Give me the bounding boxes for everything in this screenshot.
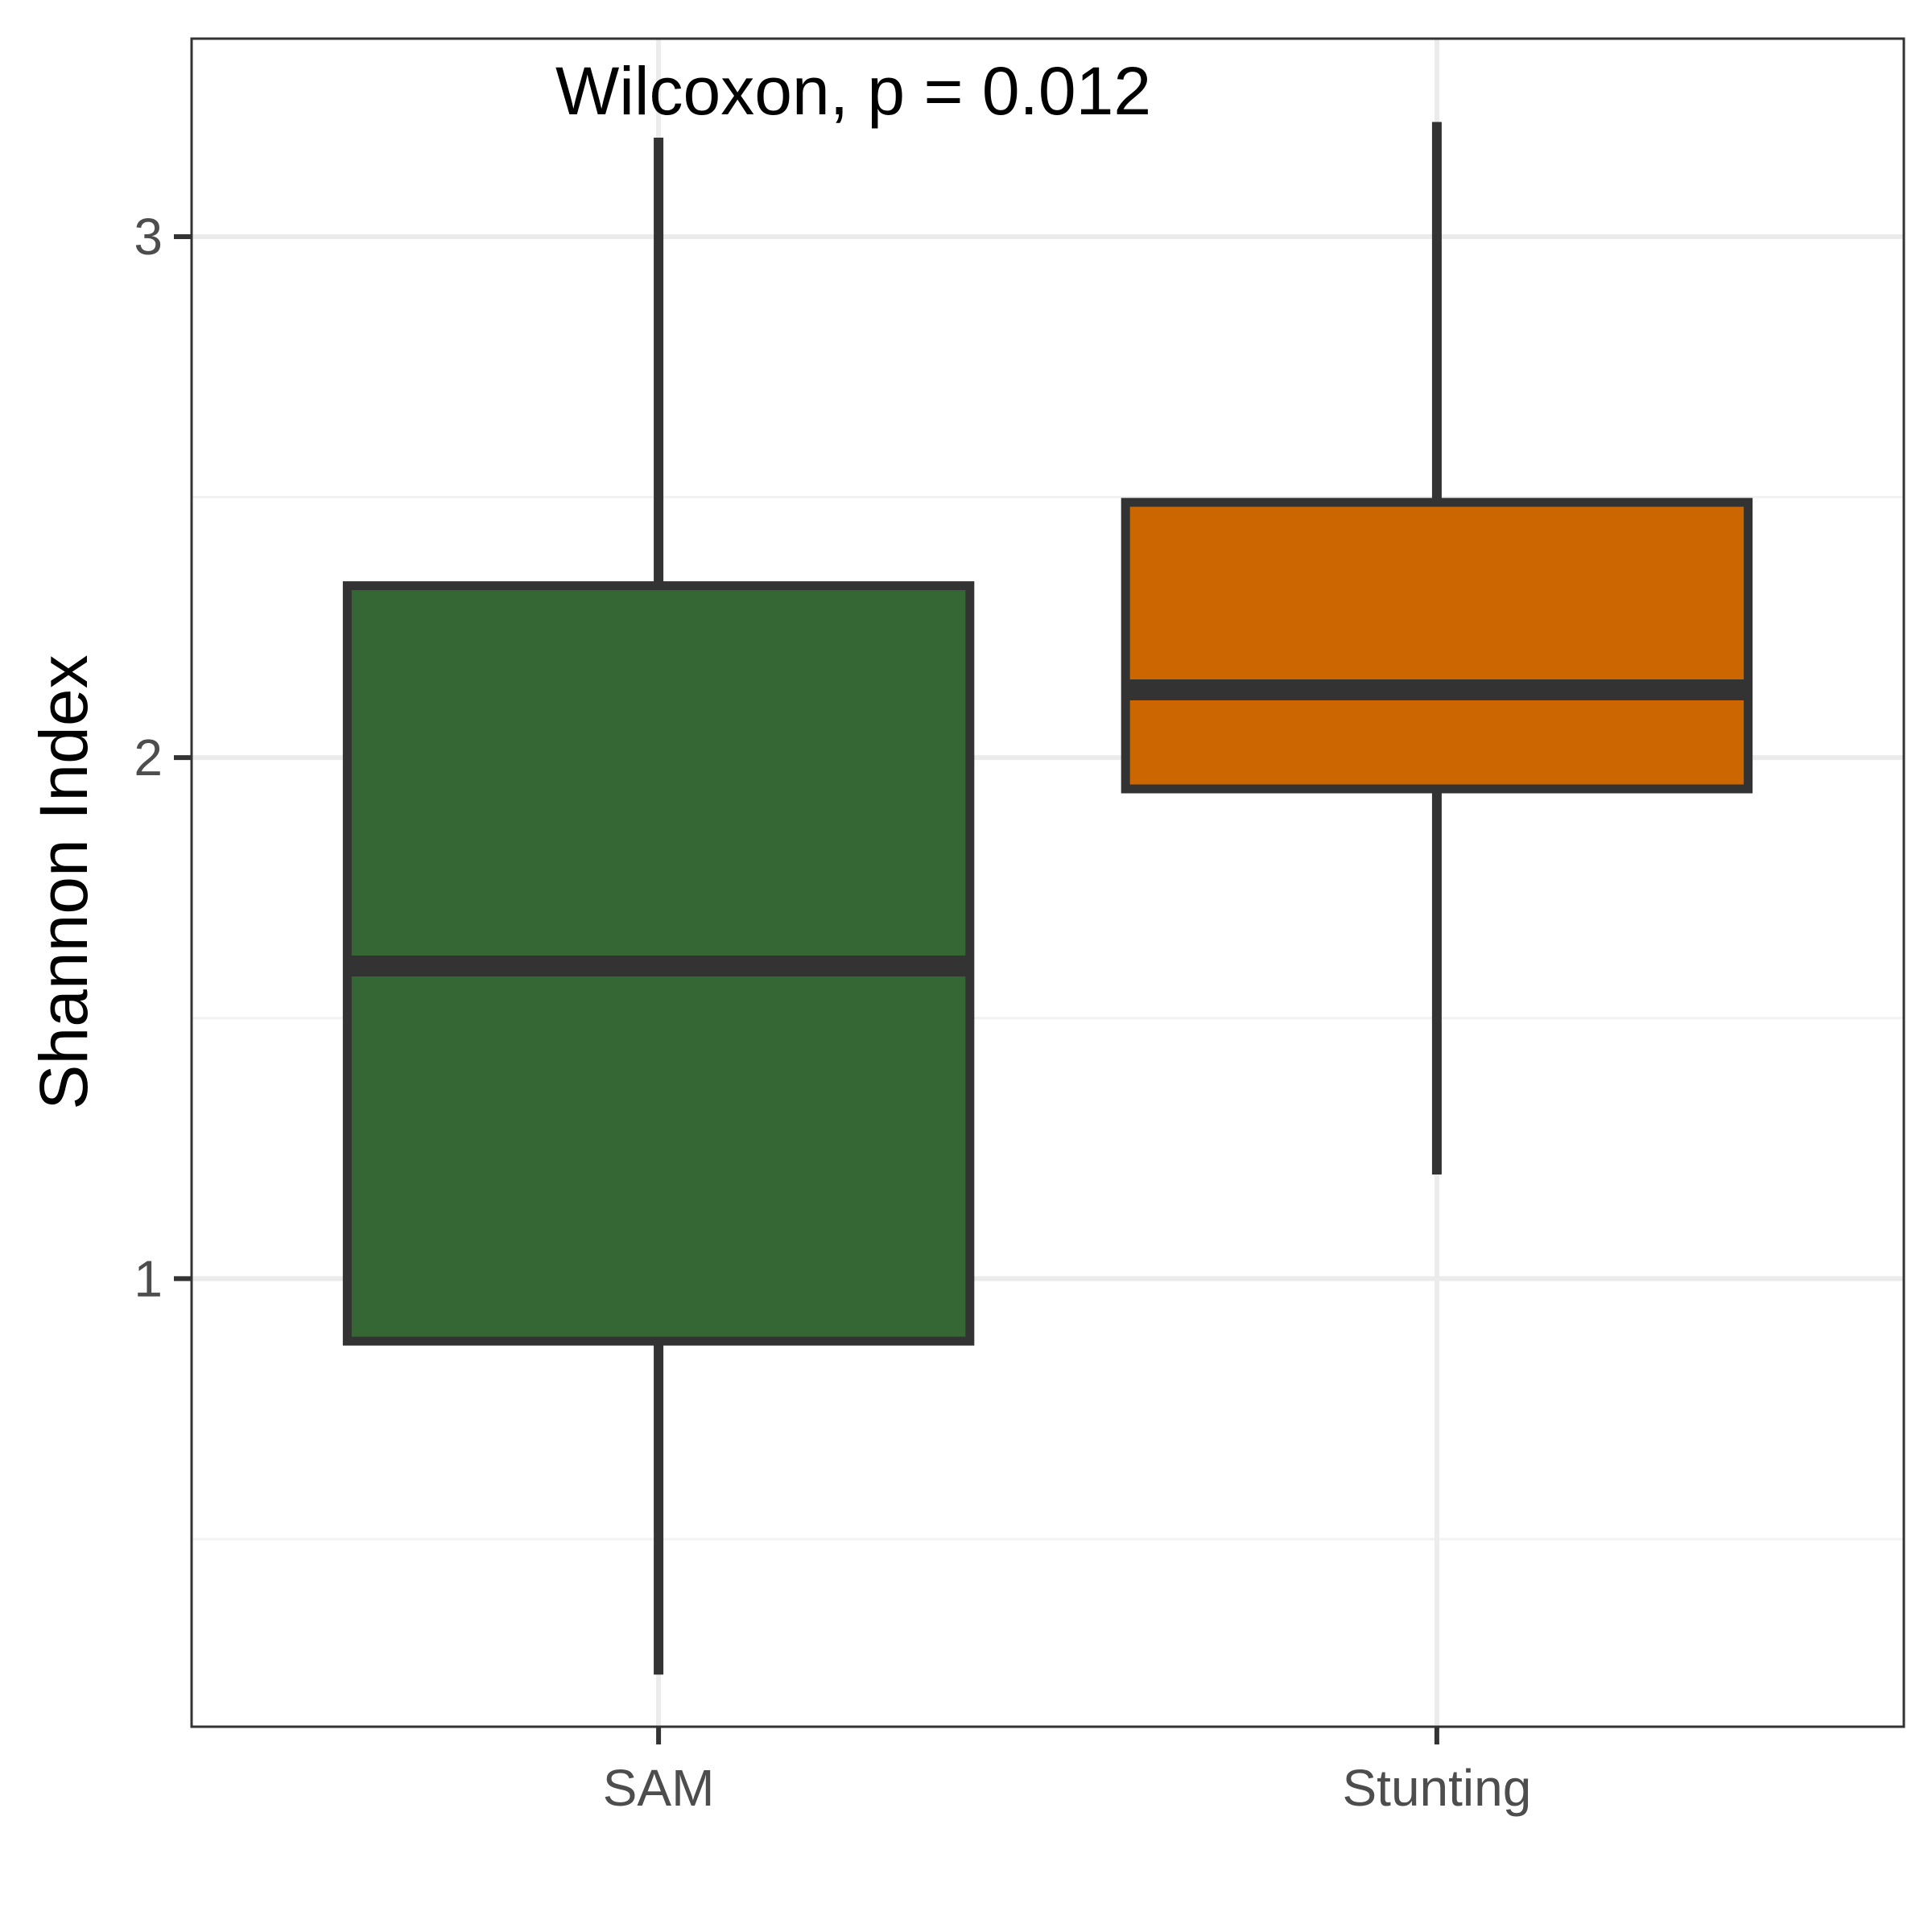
box-layer xyxy=(342,122,1753,1675)
box-stunting xyxy=(1121,122,1753,1174)
x-tick-label: Stunting xyxy=(1342,1759,1531,1817)
box-sam xyxy=(342,137,975,1675)
panel-border xyxy=(190,37,1905,1728)
box-iqr xyxy=(1121,497,1753,794)
y-tick-label: 1 xyxy=(134,1249,163,1307)
y-tick-label: 3 xyxy=(134,208,163,266)
wilcoxon-annotation: Wilcoxon, p = 0.012 xyxy=(555,53,1151,129)
x-tick-label: SAM xyxy=(603,1759,715,1817)
y-tick-label: 2 xyxy=(134,729,163,786)
y-axis-title: Shannon Index xyxy=(26,654,101,1109)
axis-layer: 1 2 3 SAM Stunting xyxy=(134,208,1531,1817)
